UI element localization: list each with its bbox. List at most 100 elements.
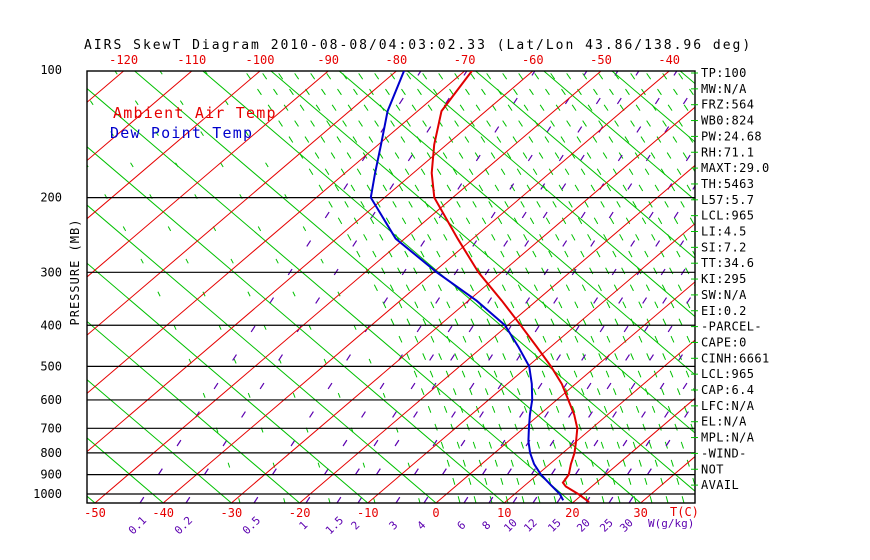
moist-adiabat: [404, 71, 621, 503]
bottom-temp-tick-label: 0: [432, 506, 439, 520]
moist-adiabat: [87, 164, 241, 503]
index-value: NOT: [701, 462, 724, 476]
sounding-curves: [369, 71, 590, 503]
moist-adiabat: [292, 71, 509, 503]
mixing-ratio-line: [357, 71, 640, 503]
moist-adiabat: [356, 71, 573, 503]
index-value: -PARCEL-: [701, 320, 762, 334]
mixing-ratio-labels: 0.1 0.2 0.5 1 1.5 2 3 4 6 8 10 12 15 20 25 30: [126, 514, 636, 537]
index-value: FRZ:564: [701, 98, 754, 112]
moist-adiabat: [204, 71, 421, 503]
pressure-tick-label: 800: [40, 446, 62, 460]
index-value: -WIND-: [701, 446, 747, 460]
index-value: CINH:6661: [701, 351, 770, 365]
top-temp-tick-label: -60: [522, 53, 544, 67]
dry-adiabat: [87, 146, 505, 503]
isotherm: [299, 164, 695, 503]
isotherm: [87, 71, 534, 453]
ambient-temp-curve: [430, 71, 590, 503]
moist-adiabat: [484, 71, 695, 488]
top-temp-tick-label: -50: [590, 53, 612, 67]
isotherm: [87, 71, 465, 395]
mixing-ratio-label: 2: [349, 519, 363, 533]
moist-adiabat: [276, 71, 493, 503]
mixing-unit-label: W(g/kg): [648, 517, 694, 530]
pressure-lines: [87, 197, 695, 495]
dry-adiabat: [270, 71, 695, 434]
index-value: LCL:965: [701, 367, 754, 381]
mixing-ratio-label: 0.1: [126, 514, 149, 537]
pressure-tick-label: 400: [40, 318, 62, 332]
mixing-ratio-label: 25: [597, 516, 616, 535]
mixing-ratio-line: [253, 71, 536, 503]
index-value: KI:295: [701, 272, 747, 286]
moist-adiabat: [452, 71, 669, 503]
dew-point-curve: [369, 71, 565, 501]
index-value: RH:71.1: [701, 145, 754, 159]
index-value: MW:N/A: [701, 82, 747, 96]
chart-title: AIRS SkewT Diagram 2010-08-08/04:03:02.3…: [84, 38, 752, 53]
isotherm: [503, 339, 695, 503]
isotherm: [87, 71, 193, 162]
index-value: PW:24.68: [701, 129, 762, 143]
dry-adiabat: [87, 204, 437, 503]
bottom-temp-tick-label: 30: [633, 506, 647, 520]
mixing-ratio-label: 8: [480, 519, 494, 533]
moist-adiabat: [324, 71, 541, 503]
isotherm: [87, 71, 261, 220]
pressure-tick-label: 700: [40, 421, 62, 435]
index-value: MAXT:29.0: [701, 161, 770, 175]
isotherm: [572, 397, 695, 503]
pressure-tick-label: 100: [40, 63, 62, 77]
plot-border: [86, 70, 696, 504]
moist-adiabat: [773, 71, 870, 503]
index-value: TT:34.6: [701, 256, 754, 270]
moist-adiabat: [837, 71, 870, 503]
index-value: SI:7.2: [701, 240, 747, 254]
mixing-ratio-label: 3: [387, 519, 401, 533]
pressure-tick-label: 600: [40, 393, 62, 407]
index-value: TP:100: [701, 66, 747, 80]
bottom-temp-tick-label: -40: [152, 506, 174, 520]
pressure-tick-label: 900: [40, 468, 62, 482]
top-temp-tick-label: -70: [454, 53, 476, 67]
moist-adiabat: [660, 71, 695, 123]
dry-adiabat: [407, 71, 695, 318]
top-temp-tick-label: -90: [317, 53, 339, 67]
mixing-ratio-label: 15: [545, 516, 564, 535]
index-value: MPL:N/A: [701, 431, 755, 445]
bottom-temp-labels: -50 -40 -30 -20 -10 0 10 20 30: [84, 506, 648, 520]
mixing-ratio-label: 1.5: [323, 514, 346, 537]
index-value: CAP:6.4: [701, 383, 754, 397]
moist-adiabat: [420, 71, 637, 503]
pressure-tick-label: 300: [40, 265, 62, 279]
legend-ambient-air-temp: Ambient Air Temp: [113, 104, 277, 122]
dry-adiabat: [475, 71, 695, 259]
moist-adiabat: [853, 71, 870, 503]
dry-adiabat: [87, 379, 232, 503]
index-value: CAPE:0: [701, 335, 747, 349]
isotherm: [435, 281, 695, 503]
dry-adiabat: [134, 71, 641, 503]
mixing-ratio-label: 12: [521, 516, 540, 535]
index-value: SW:N/A: [701, 288, 747, 302]
mixing-ratio-label: 0.2: [172, 514, 195, 537]
top-temp-tick-label: -80: [386, 53, 408, 67]
pressure-tick-label: 1000: [33, 487, 62, 501]
index-value: L57:5.7: [701, 193, 754, 207]
top-temp-labels: -120 -110 -100 -90 -80 -70 -60 -50 -40: [109, 53, 680, 67]
index-value: TH:5463: [701, 177, 754, 191]
mixing-ratio-label: 4: [415, 518, 429, 532]
pressure-tick-label: 500: [40, 359, 62, 373]
index-value: AVAIL: [701, 478, 739, 492]
bottom-temp-tick-label: -50: [84, 506, 106, 520]
moist-adiabat: [159, 71, 376, 503]
moist-adiabat: [821, 71, 870, 503]
dry-adiabat: [543, 71, 695, 201]
moist-adiabat: [757, 71, 870, 503]
moist-adiabat: [340, 71, 557, 503]
moist-adiabat: [260, 71, 477, 503]
moist-adiabat: [500, 71, 695, 437]
